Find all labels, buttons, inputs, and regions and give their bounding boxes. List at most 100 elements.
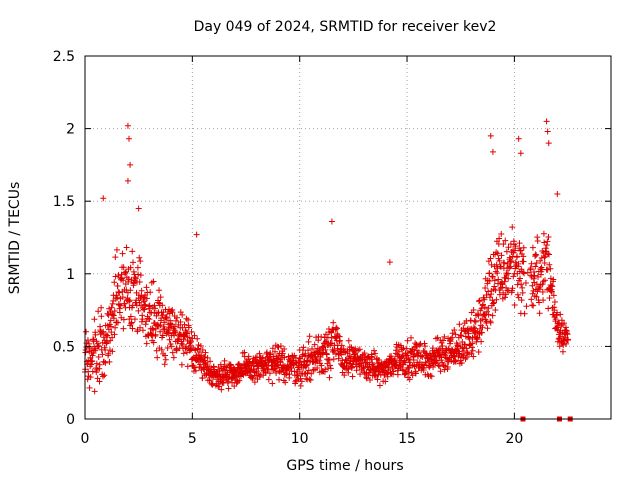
data-point (116, 309, 123, 316)
data-point (292, 378, 299, 385)
data-point (263, 349, 270, 356)
data-point (322, 331, 329, 338)
data-point (305, 347, 312, 354)
data-point (184, 330, 191, 337)
data-point (127, 161, 134, 168)
data-point (127, 313, 134, 320)
data-point (391, 357, 398, 364)
data-point (449, 330, 456, 337)
data-point (177, 318, 184, 325)
data-point (512, 243, 519, 250)
data-point (99, 373, 106, 380)
data-point (161, 325, 168, 332)
data-point (128, 320, 135, 327)
data-point (564, 331, 571, 338)
data-point (530, 269, 537, 276)
data-point (109, 348, 116, 355)
data-point (124, 177, 131, 184)
data-point (327, 362, 334, 369)
data-point (281, 346, 288, 353)
data-point (532, 263, 539, 270)
data-point (327, 365, 334, 372)
x-tick-label: 20 (505, 431, 523, 447)
data-point (449, 334, 456, 341)
data-point (104, 332, 111, 339)
data-point (120, 316, 127, 323)
data-point (423, 350, 430, 357)
data-point (550, 292, 557, 299)
data-point (116, 289, 123, 296)
data-point (411, 351, 418, 358)
data-point (496, 235, 503, 242)
data-point (520, 253, 527, 260)
data-point (476, 297, 483, 304)
data-point (440, 337, 447, 344)
data-point (403, 368, 410, 375)
data-point (489, 148, 496, 155)
data-point (430, 363, 437, 370)
data-point (441, 366, 448, 373)
data-point (529, 244, 536, 251)
data-point (536, 286, 543, 293)
data-point (166, 336, 173, 343)
data-point (537, 257, 544, 264)
data-point (493, 261, 500, 268)
data-point (188, 338, 195, 345)
data-point (109, 334, 116, 341)
data-point (533, 260, 540, 267)
data-point (369, 361, 376, 368)
data-point (370, 363, 377, 370)
data-point (557, 311, 564, 318)
data-point (204, 363, 211, 370)
data-point (88, 347, 95, 354)
data-point (101, 358, 108, 365)
data-point (401, 358, 408, 365)
data-point (95, 308, 102, 315)
data-point (345, 337, 352, 344)
data-point (121, 300, 128, 307)
data-point (530, 275, 537, 282)
data-point (135, 271, 142, 278)
data-point (400, 345, 407, 352)
data-point (531, 272, 538, 279)
data-point (530, 302, 537, 309)
data-point (557, 333, 564, 340)
data-point (486, 270, 493, 277)
data-point (274, 361, 281, 368)
data-point (161, 361, 168, 368)
data-point (496, 291, 503, 298)
data-point (330, 319, 337, 326)
data-point (221, 357, 228, 364)
data-point (98, 313, 105, 320)
data-point (481, 296, 488, 303)
data-point (88, 361, 95, 368)
data-point (546, 251, 553, 258)
data-point (475, 298, 482, 305)
data-point (501, 294, 508, 301)
data-point (172, 329, 179, 336)
data-point (487, 319, 494, 326)
y-tick-label: 0 (66, 412, 75, 428)
data-point (204, 354, 211, 361)
data-point (520, 244, 527, 251)
data-point (331, 347, 338, 354)
data-point (444, 363, 451, 370)
data-point (181, 321, 188, 328)
y-tick-label: 1 (66, 267, 75, 283)
data-point (511, 247, 518, 254)
data-point (546, 295, 553, 302)
data-point (452, 357, 459, 364)
data-point (157, 328, 164, 335)
data-point (149, 332, 156, 339)
data-point (170, 354, 177, 361)
data-point (132, 274, 139, 281)
data-point (281, 354, 288, 361)
data-point (455, 353, 462, 360)
data-point (186, 334, 193, 341)
data-point (447, 336, 454, 343)
data-point (529, 282, 536, 289)
data-point (87, 374, 94, 381)
data-point (263, 362, 270, 369)
y-axis-label: SRMTID / TECUs (7, 182, 23, 295)
data-point (137, 258, 144, 265)
